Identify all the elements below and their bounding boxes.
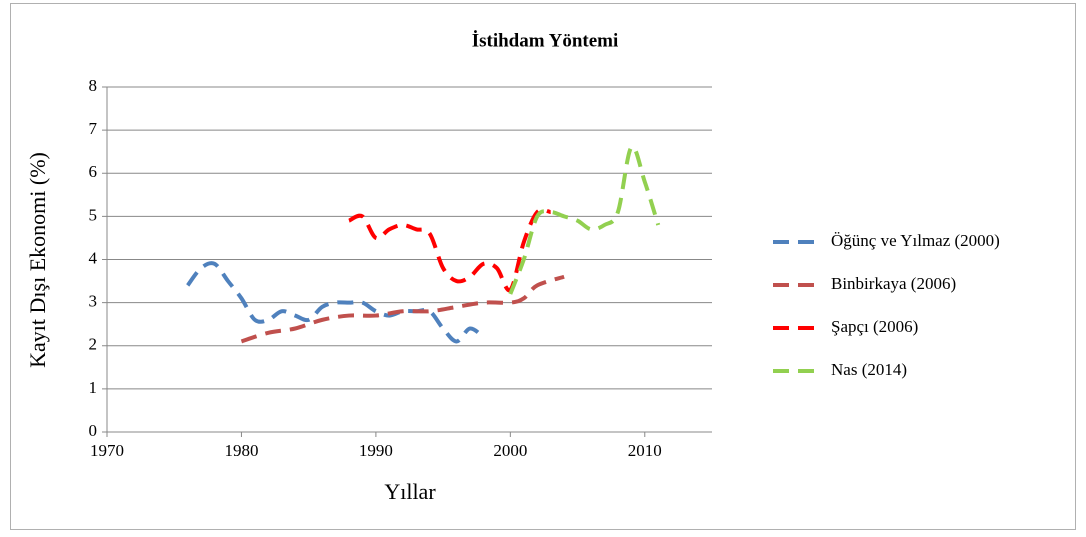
legend-label: Binbirkaya (2006): [831, 274, 956, 293]
x-tick-label: 1990: [359, 441, 393, 460]
line-series: [240, 274, 565, 344]
y-tick-label: 1: [89, 378, 98, 397]
x-tick-label: 1980: [224, 441, 258, 460]
y-tick-label: 0: [89, 421, 98, 440]
line-series: [348, 207, 552, 293]
legend-label: Şapçı (2006): [831, 317, 918, 336]
y-axis-label: Kayıt Dışı Ekonomi (%): [25, 152, 50, 368]
y-tick-label: 3: [89, 292, 98, 311]
chart-title: İstihdam Yöntemi: [472, 30, 619, 51]
line-series: [508, 144, 661, 295]
chart-frame: [10, 3, 1076, 530]
x-axis-label: Yıllar: [384, 479, 436, 504]
x-tick-label: 2010: [628, 441, 662, 460]
line-series: [186, 261, 485, 344]
y-tick-label: 4: [89, 248, 98, 267]
x-tick-label: 1970: [90, 441, 124, 460]
y-tick-label: 7: [89, 119, 98, 138]
y-tick-label: 6: [89, 162, 98, 181]
y-tick-label: 8: [89, 76, 98, 95]
legend-label: Öğünç ve Yılmaz (2000): [831, 231, 1000, 250]
y-tick-label: 2: [89, 335, 98, 354]
y-tick-label: 5: [89, 205, 98, 224]
legend-label: Nas (2014): [831, 360, 907, 379]
x-tick-label: 2000: [493, 441, 527, 460]
